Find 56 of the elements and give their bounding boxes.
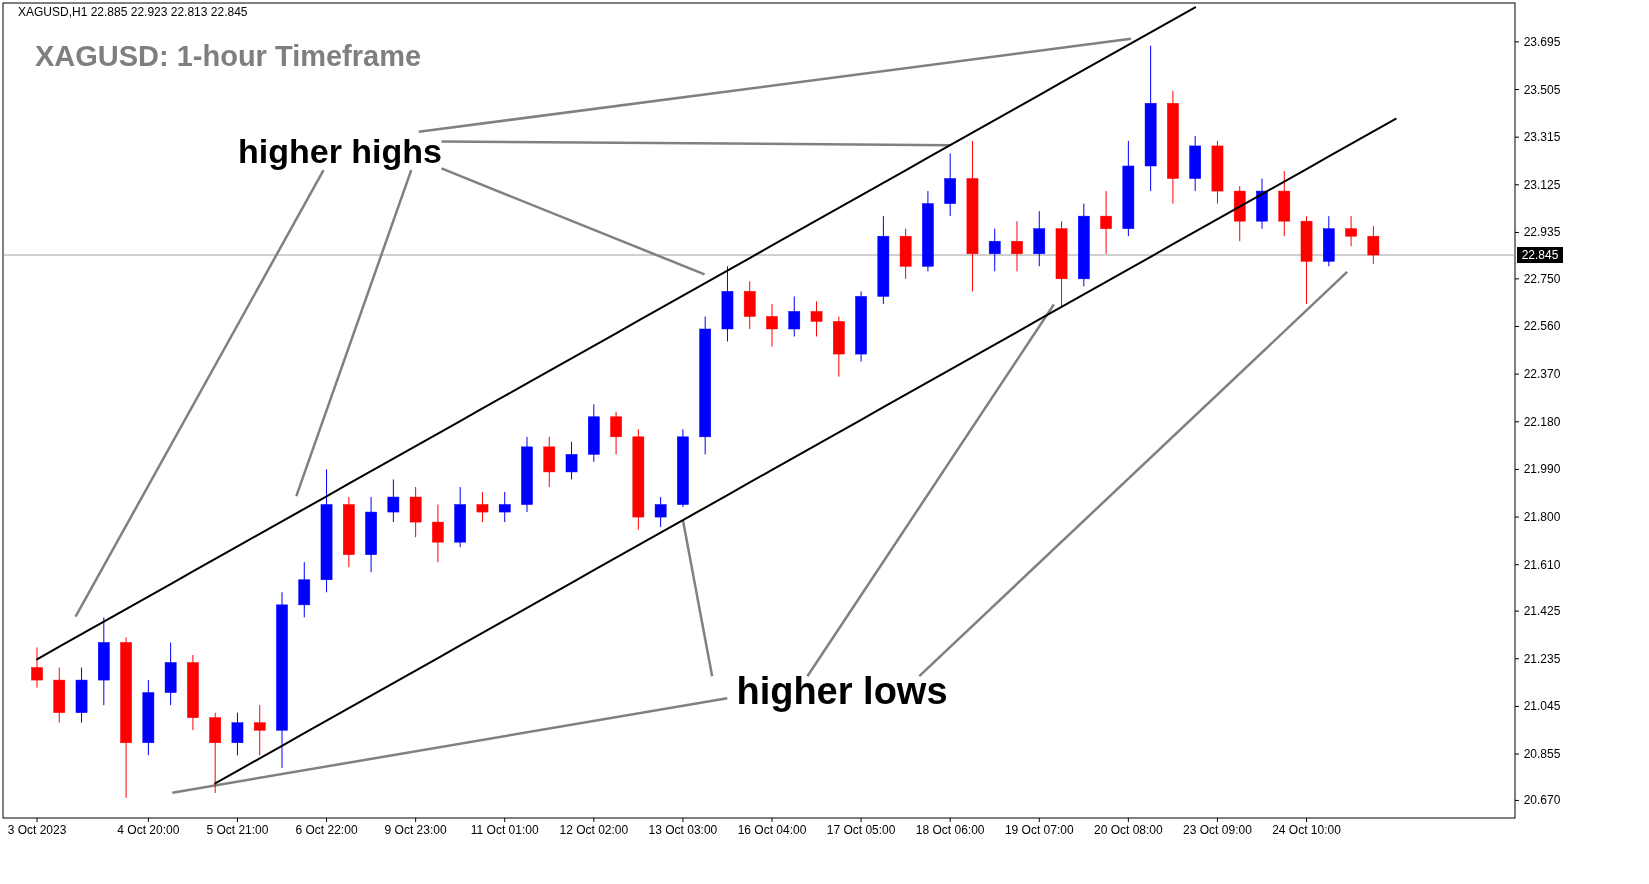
y-tick-label: 21.610 — [1523, 557, 1561, 572]
y-tick-label: 20.670 — [1523, 793, 1561, 808]
y-tick-label: 22.180 — [1523, 414, 1561, 429]
annotation: XAGUSD,H1 22.885 22.923 22.813 22.845 — [18, 5, 248, 19]
x-tick-label: 24 Oct 10:00 — [1272, 823, 1342, 837]
candlestick — [565, 441, 578, 480]
candlestick — [810, 300, 823, 338]
candlestick — [1345, 215, 1357, 247]
y-tick-label: 22.750 — [1523, 271, 1561, 286]
ref-line-label: 22.845 — [1521, 248, 1559, 263]
x-tick-label: 11 Oct 01:00 — [470, 823, 539, 837]
candlestick — [253, 704, 266, 756]
x-tick-label: 20 Oct 08:00 — [1094, 823, 1164, 837]
x-tick-label: 5 Oct 21:00 — [206, 823, 269, 837]
x-tick-label: 3 Oct 2023 — [7, 823, 67, 837]
line-series — [214, 117, 1397, 785]
x-tick-label: 19 Oct 07:00 — [1004, 823, 1074, 837]
y-tick-label: 22.370 — [1523, 367, 1561, 382]
x-tick-label: 18 Oct 06:00 — [915, 823, 985, 837]
y-tick-label: 21.045 — [1523, 699, 1561, 714]
y-tick-label: 23.315 — [1523, 130, 1561, 145]
text: XAGUSD: 1-hour Timeframe — [34, 40, 422, 72]
x-tick-label: 17 Oct 05:00 — [826, 823, 896, 837]
candlestick — [610, 411, 622, 455]
candlestick — [1100, 190, 1112, 255]
x-tick-label: 13 Oct 03:00 — [648, 823, 718, 837]
candlestick — [231, 712, 244, 756]
candlestick — [988, 228, 1001, 272]
y-tick-label: 21.235 — [1523, 651, 1561, 666]
annotation: higher lows — [736, 670, 948, 712]
y-tick-label: 21.800 — [1523, 510, 1561, 525]
candlestick — [766, 303, 778, 348]
candlestick — [31, 646, 43, 689]
x-tick-label: 9 Oct 23:00 — [384, 823, 447, 837]
candlestick — [654, 496, 667, 528]
y-tick-label: 20.855 — [1523, 747, 1561, 762]
candlestick — [476, 491, 489, 523]
annotation: higher highs — [238, 132, 442, 170]
y-tick-label: 21.425 — [1523, 604, 1561, 619]
candlestick — [432, 504, 444, 563]
candlestick — [498, 491, 511, 523]
x-tick-label: 16 Oct 04:00 — [737, 823, 807, 837]
candlestick — [1011, 220, 1023, 272]
x-tick-label: 4 Oct 20:00 — [117, 823, 180, 837]
y-tick-label: 22.560 — [1523, 319, 1561, 334]
y-tick-label: 22.935 — [1523, 225, 1561, 240]
y-tick-label: 23.125 — [1523, 177, 1561, 192]
candlestick — [1367, 225, 1380, 265]
x-tick-label: 6 Oct 22:00 — [295, 823, 358, 837]
y-tick-label: 23.505 — [1523, 82, 1561, 97]
x-tick-label: 12 Oct 02:00 — [559, 823, 629, 837]
y-tick-label: 23.695 — [1523, 34, 1561, 49]
candlestick — [788, 295, 801, 338]
candlestick — [387, 478, 400, 523]
y-tick-label: 21.990 — [1523, 462, 1561, 477]
x-tick-label: 23 Oct 09:00 — [1183, 823, 1253, 837]
